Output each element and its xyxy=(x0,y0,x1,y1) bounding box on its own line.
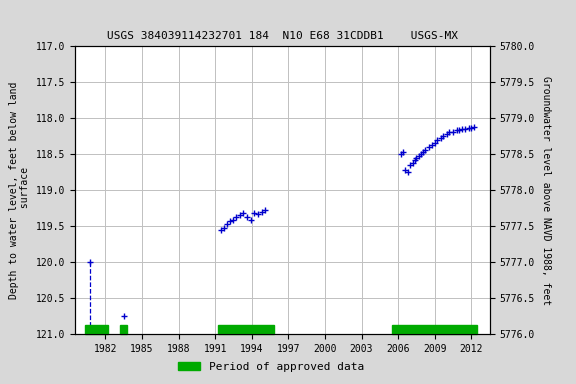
Y-axis label: Groundwater level above NAVD 1988, feet: Groundwater level above NAVD 1988, feet xyxy=(541,76,551,305)
Legend: Period of approved data: Period of approved data xyxy=(173,358,368,377)
Bar xyxy=(218,325,274,334)
Title: USGS 384039114232701 184  N10 E68 31CDDB1    USGS-MX: USGS 384039114232701 184 N10 E68 31CDDB1… xyxy=(107,31,458,41)
Y-axis label: Depth to water level, feet below land
 surface: Depth to water level, feet below land su… xyxy=(9,81,30,299)
Bar xyxy=(85,325,108,334)
Bar xyxy=(120,325,127,334)
Bar xyxy=(392,325,478,334)
